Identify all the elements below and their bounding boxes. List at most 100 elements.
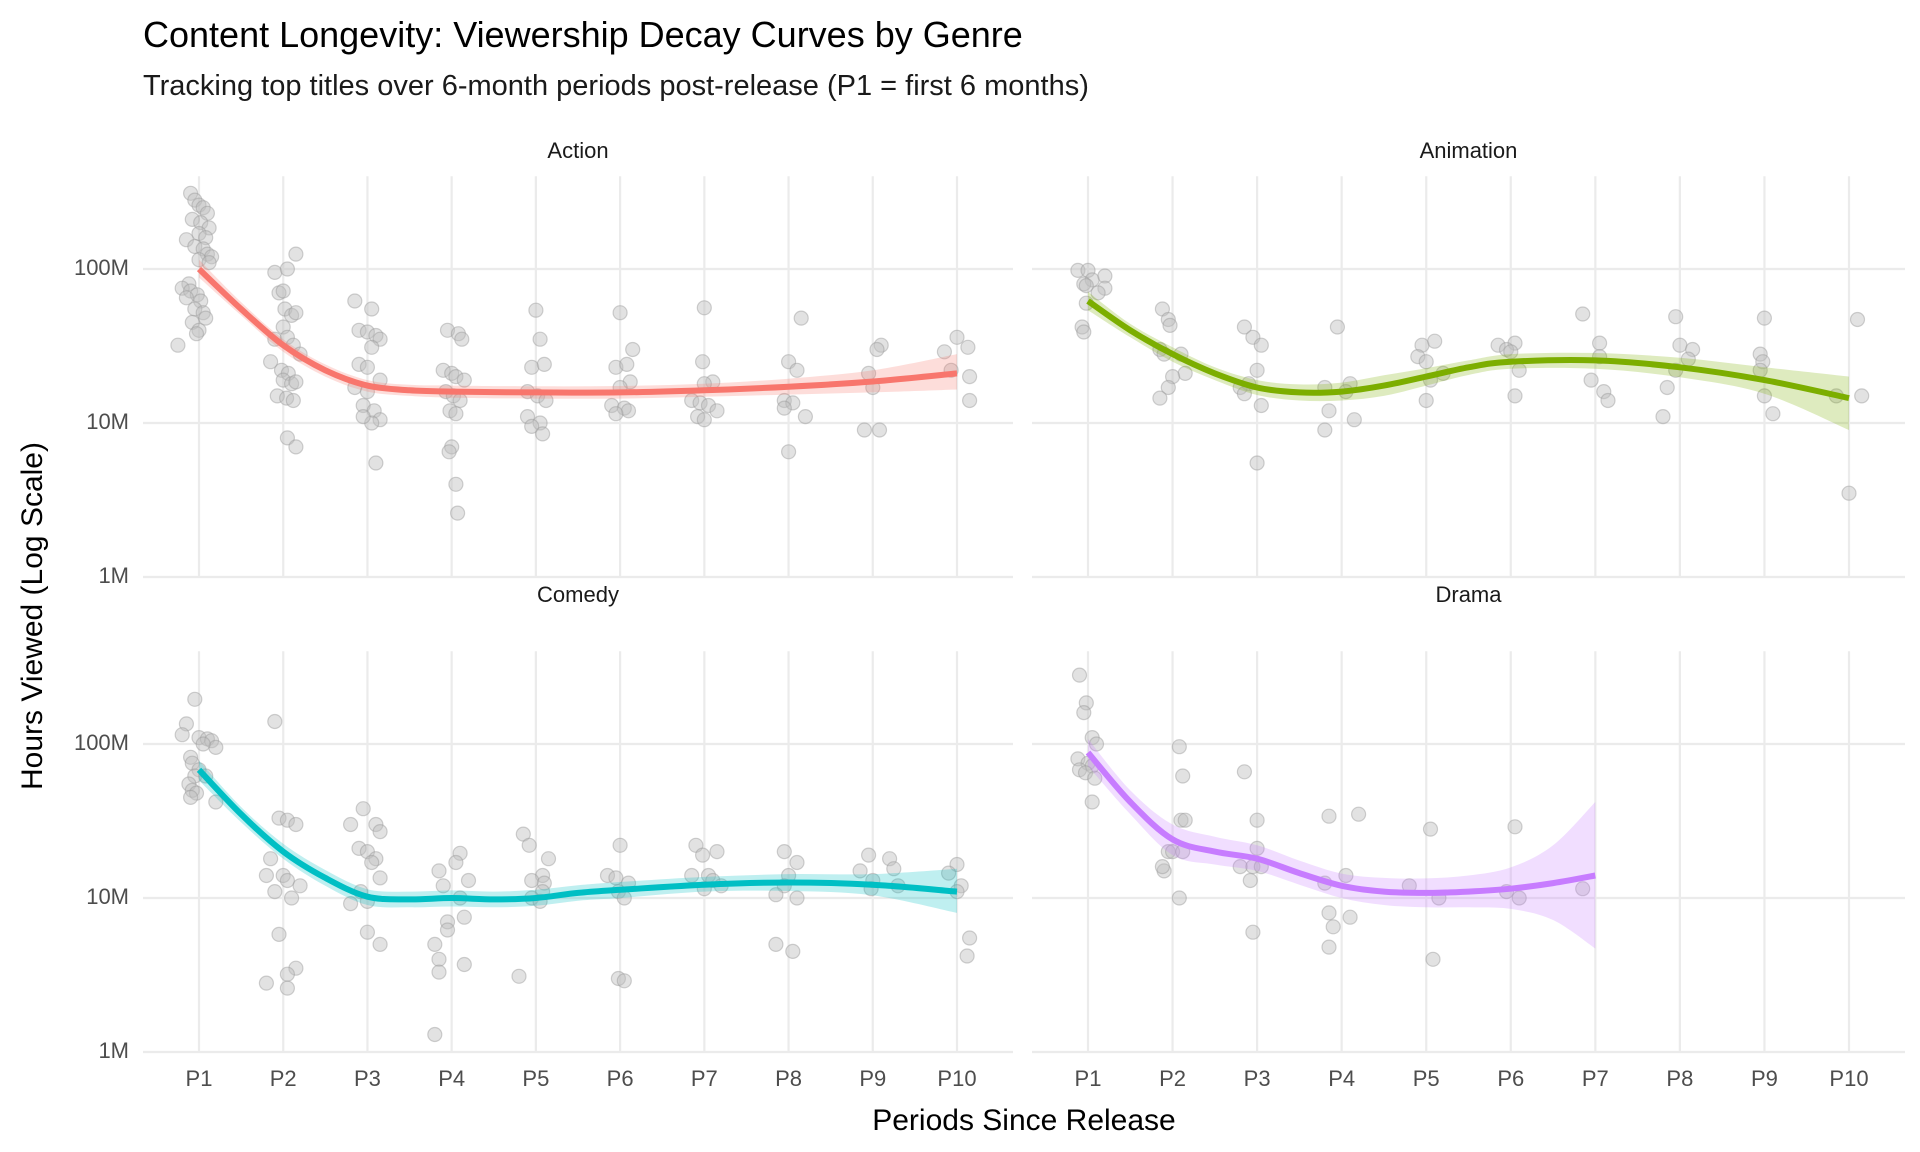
- data-point: [372, 936, 388, 953]
- data-point: [199, 246, 215, 262]
- data-point: [178, 290, 194, 306]
- data-point: [183, 789, 199, 806]
- data-point: [1156, 863, 1172, 879]
- data-point: [953, 878, 969, 894]
- data-point: [1507, 335, 1523, 351]
- data-point: [372, 412, 388, 428]
- data-point: [692, 395, 708, 411]
- data-point: [536, 875, 552, 891]
- y-tick-label: 10M: [86, 409, 129, 434]
- data-point: [275, 867, 291, 884]
- data-point: [195, 736, 211, 752]
- x-tick-label: P5: [522, 1066, 549, 1091]
- data-point: [364, 301, 380, 317]
- data-point: [780, 354, 797, 370]
- data-point: [1350, 806, 1367, 822]
- data-point: [688, 837, 704, 853]
- data-point: [1175, 768, 1191, 784]
- data-point: [616, 400, 632, 416]
- data-point: [439, 914, 456, 930]
- data-point: [1074, 319, 1090, 335]
- data-point: [1329, 319, 1346, 335]
- data-point: [275, 283, 291, 299]
- data-point: [201, 220, 217, 236]
- data-point: [1160, 311, 1176, 328]
- data-point: [1321, 403, 1337, 419]
- data-point: [1160, 379, 1176, 396]
- data-point: [1249, 812, 1265, 828]
- data-point: [1418, 392, 1434, 409]
- data-point: [184, 755, 200, 771]
- data-point: [709, 403, 725, 419]
- data-point: [452, 845, 468, 861]
- data-point: [694, 847, 711, 863]
- facet-label: Drama: [1435, 582, 1502, 607]
- data-point: [768, 887, 784, 903]
- data-point: [456, 956, 472, 973]
- data-point: [700, 397, 717, 414]
- data-point: [1077, 765, 1094, 781]
- data-point: [961, 930, 978, 946]
- data-point: [288, 246, 304, 262]
- data-point: [174, 280, 190, 296]
- data-point: [785, 395, 801, 411]
- data-point: [444, 439, 460, 455]
- data-point: [183, 749, 199, 765]
- data-point: [288, 439, 304, 455]
- data-point: [191, 322, 207, 338]
- data-point: [364, 415, 380, 431]
- data-point: [279, 812, 295, 828]
- data-point: [181, 776, 197, 792]
- facet-panel-animation: Animation: [1032, 138, 1905, 579]
- x-tick-label: P1: [1075, 1066, 1102, 1091]
- data-point: [271, 285, 287, 301]
- data-point: [1164, 369, 1181, 385]
- data-point: [1253, 337, 1269, 353]
- data-point: [1236, 319, 1253, 335]
- data-point: [949, 329, 965, 345]
- data-point: [1854, 388, 1870, 404]
- data-point: [456, 909, 472, 925]
- data-point: [439, 322, 456, 338]
- data-point: [515, 826, 531, 842]
- data-point: [271, 926, 287, 943]
- data-point: [940, 865, 957, 881]
- data-point: [359, 843, 375, 860]
- data-point: [427, 936, 443, 953]
- data-point: [1171, 739, 1187, 755]
- data-point: [343, 816, 359, 833]
- data-point: [1076, 704, 1092, 721]
- x-tick-label: P9: [859, 1066, 886, 1091]
- data-point: [191, 729, 207, 746]
- data-point: [1422, 821, 1439, 837]
- data-point: [279, 261, 295, 277]
- data-point: [184, 782, 200, 799]
- data-point: [1097, 280, 1113, 296]
- data-point: [351, 356, 367, 372]
- data-point: [1154, 301, 1171, 317]
- data-point: [519, 409, 536, 425]
- data-point: [1498, 341, 1515, 358]
- data-point: [359, 359, 375, 375]
- data-point: [780, 444, 797, 460]
- data-point: [456, 372, 472, 388]
- y-tick-label: 1M: [98, 563, 129, 588]
- data-point: [183, 283, 199, 299]
- data-point: [608, 870, 624, 886]
- data-point: [540, 851, 557, 867]
- data-point: [1097, 268, 1113, 284]
- data-point: [288, 960, 304, 976]
- data-point: [694, 354, 711, 370]
- data-point: [1321, 905, 1337, 921]
- data-point: [789, 854, 805, 871]
- data-point: [936, 344, 953, 360]
- trend-line: [1085, 750, 1596, 896]
- data-point: [961, 369, 978, 385]
- data-point: [372, 331, 388, 347]
- data-point: [199, 731, 215, 747]
- data-point: [279, 329, 295, 345]
- data-point: [195, 305, 211, 321]
- data-point: [959, 948, 975, 964]
- y-tick-label: 100M: [74, 255, 129, 280]
- data-point: [198, 310, 214, 326]
